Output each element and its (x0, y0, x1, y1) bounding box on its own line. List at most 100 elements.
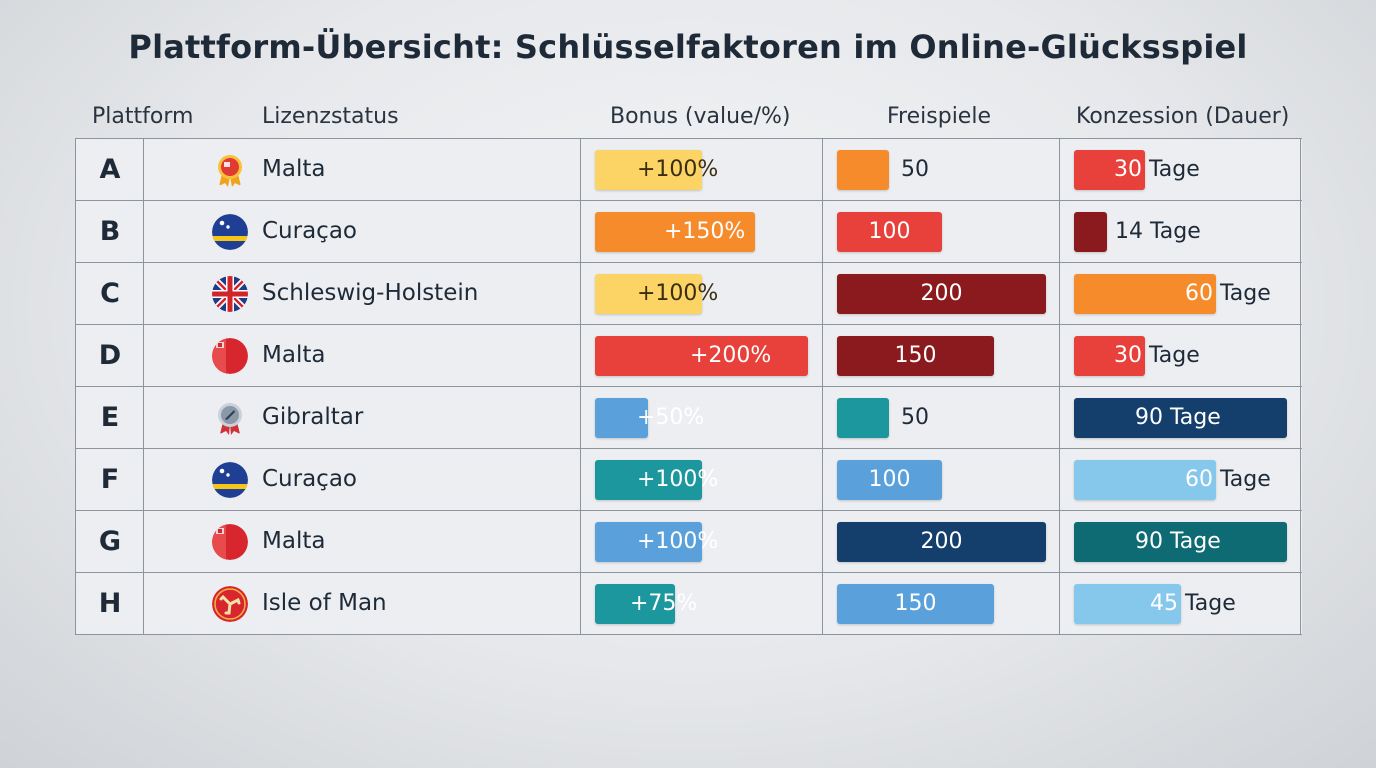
column-divider (143, 138, 144, 634)
bonus-value: +75% (630, 591, 698, 616)
concession-bar (1074, 336, 1145, 376)
column-header-platform: Plattform (92, 104, 194, 129)
concession-bar (1074, 212, 1107, 252)
concession-unit: Tage (1143, 219, 1201, 244)
license-label: Gibraltar (262, 404, 364, 430)
concession-number: 30 (1114, 157, 1142, 182)
table-row: A Malta +100% 50 30 Tage (76, 139, 1302, 201)
concession-unit: Tage (1178, 591, 1236, 616)
concession-value: 14 Tage (1115, 212, 1201, 252)
table-row: D Malta +200% 150 30 Tage (76, 325, 1302, 387)
concession-unit: Tage (1142, 343, 1200, 368)
bonus-value: +100% (637, 281, 719, 306)
concession-unit: Tage (1142, 157, 1200, 182)
platform-label: G (98, 526, 122, 557)
bonus-value: +200% (690, 343, 772, 368)
freespins-bar (837, 460, 942, 500)
table-row: H Isle of Man +75% 150 45 Tage (76, 573, 1302, 635)
platform-label: B (99, 216, 121, 247)
malta-flag-icon (212, 338, 248, 374)
freespins-bar (837, 150, 889, 190)
schleswig-holstein-flag-icon (212, 276, 248, 312)
concession-value: 60 Tage (1185, 274, 1271, 314)
platform-label: D (98, 340, 122, 371)
license-label: Malta (262, 342, 326, 368)
platform-label: H (98, 588, 122, 619)
isle-of-man-flag-icon (212, 586, 248, 622)
table-row: G Malta +100% 200 90 Tage (76, 511, 1302, 573)
concession-value: 90 Tage (1135, 529, 1221, 554)
table-row: F Curaçao +100% 100 60 Tage (76, 449, 1302, 511)
bonus-value: +100% (637, 157, 719, 182)
column-divider (1059, 138, 1060, 634)
license-label: Curaçao (262, 466, 357, 492)
column-divider (1300, 138, 1301, 634)
bonus-bar (595, 522, 702, 562)
column-header-freespins: Freispiele (887, 104, 991, 129)
table-row: E Gibraltar +50% 50 90 Tage (76, 387, 1302, 449)
freespins-bar (837, 398, 889, 438)
bonus-value: +100% (637, 529, 719, 554)
bonus-value: +100% (637, 467, 719, 492)
freespins-value: 100 (868, 467, 911, 492)
concession-bar (1074, 398, 1287, 438)
freespins-bar (837, 522, 1046, 562)
freespins-value: 100 (868, 219, 911, 244)
concession-number: 30 (1114, 343, 1142, 368)
concession-value: 45 Tage (1150, 584, 1236, 624)
platform-table: A Malta +100% 50 30 Tage B Curaçao +150% 100 14 T… (75, 138, 1302, 635)
platform-label: F (100, 464, 120, 495)
bonus-bar (595, 336, 808, 376)
freespins-value: 50 (901, 405, 929, 430)
license-label: Curaçao (262, 218, 357, 244)
license-label: Schleswig-Holstein (262, 280, 479, 306)
concession-number: 60 (1185, 467, 1213, 492)
platform-label: C (100, 278, 120, 309)
license-label: Malta (262, 156, 326, 182)
bonus-bar (595, 398, 648, 438)
concession-number: 14 (1115, 219, 1143, 244)
curacao-flag-icon (212, 214, 248, 250)
column-divider (822, 138, 823, 634)
bonus-bar (595, 460, 702, 500)
freespins-bar (837, 274, 1046, 314)
concession-value: 60 Tage (1185, 460, 1271, 500)
bonus-bar (595, 584, 675, 624)
freespins-value: 150 (894, 343, 937, 368)
concession-value: 90 Tage (1135, 405, 1221, 430)
platform-label: A (99, 154, 121, 185)
concession-bar (1074, 584, 1181, 624)
concession-bar (1074, 522, 1287, 562)
freespins-value: 200 (920, 281, 963, 306)
concession-bar (1074, 460, 1216, 500)
freespins-value: 200 (920, 529, 963, 554)
table-row: C Schleswig-Holstein +100% 200 60 Tage (76, 263, 1302, 325)
concession-value: 30 Tage (1114, 150, 1200, 190)
concession-number: 45 (1150, 591, 1178, 616)
column-divider (580, 138, 581, 634)
concession-number: 60 (1185, 281, 1213, 306)
license-label: Isle of Man (262, 590, 387, 616)
platform-label: E (100, 402, 120, 433)
table-row: B Curaçao +150% 100 14 Tage (76, 201, 1302, 263)
bonus-bar (595, 212, 755, 252)
freespins-value: 50 (901, 157, 929, 182)
column-header-concession: Konzession (Dauer) (1076, 104, 1290, 129)
concession-unit: Tage (1213, 467, 1271, 492)
concession-bar (1074, 274, 1216, 314)
freespins-bar (837, 584, 994, 624)
bonus-value: +50% (637, 405, 705, 430)
bonus-bar (595, 150, 702, 190)
concession-value: 30 Tage (1114, 336, 1200, 376)
license-label: Malta (262, 528, 326, 554)
column-header-license: Lizenzstatus (262, 104, 399, 129)
page-title: Plattform-Übersicht: Schlüsselfaktoren i… (128, 28, 1248, 66)
freespins-bar (837, 336, 994, 376)
freespins-bar (837, 212, 942, 252)
bonus-value: +150% (664, 219, 746, 244)
column-header-bonus: Bonus (value/%) (610, 104, 791, 129)
bonus-bar (595, 274, 702, 314)
malta-flag-icon (212, 524, 248, 560)
freespins-value: 150 (894, 591, 937, 616)
concession-unit: Tage (1213, 281, 1271, 306)
